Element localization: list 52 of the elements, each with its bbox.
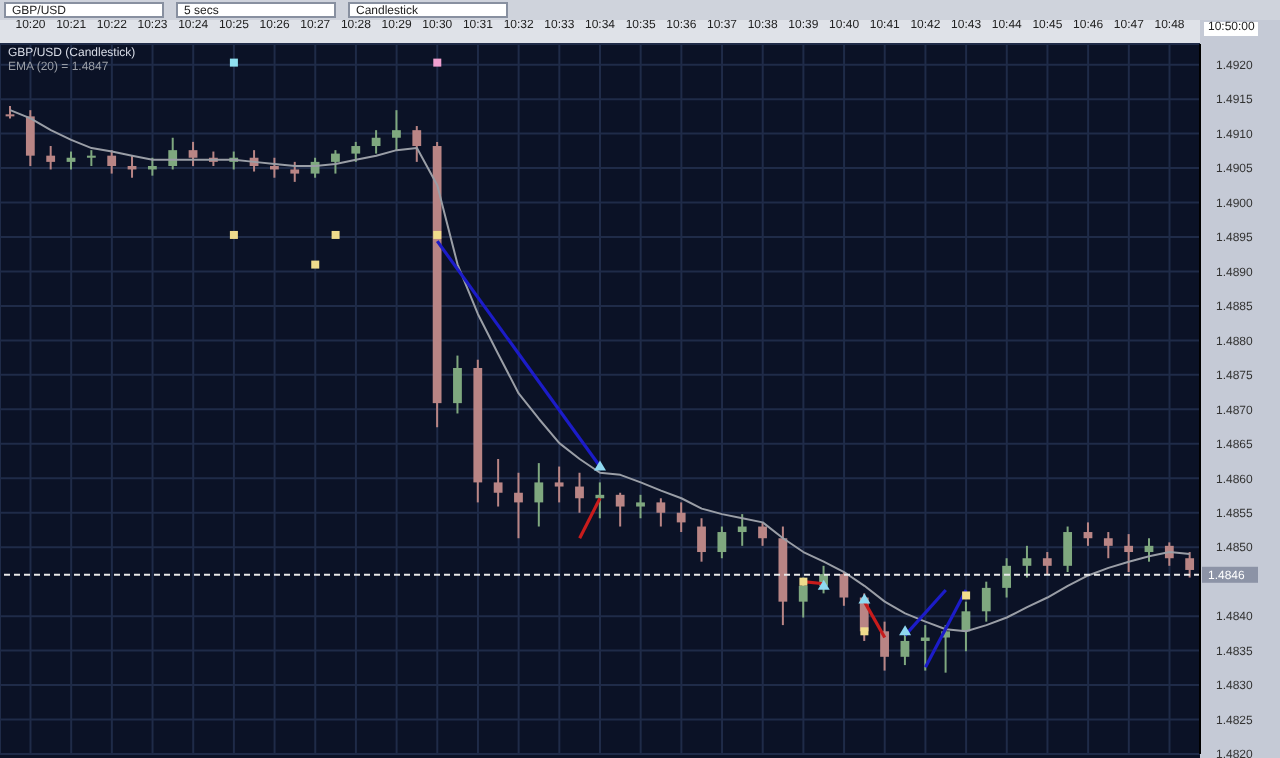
candlestick [615, 491, 625, 528]
point [817, 579, 830, 590]
candlestick [392, 109, 401, 152]
point [858, 593, 871, 604]
candlestick [534, 462, 544, 528]
point [899, 625, 912, 636]
point [594, 460, 606, 471]
candlestick [1185, 551, 1195, 579]
candlestick [1022, 544, 1032, 579]
point [229, 58, 238, 67]
candlestick [168, 136, 178, 171]
candlestick [290, 160, 300, 183]
candlestick [453, 354, 462, 415]
candlestick [554, 465, 564, 504]
point [229, 230, 238, 239]
candlestick [1002, 557, 1012, 599]
candlestick [1063, 525, 1073, 574]
point [799, 577, 808, 586]
candlestick [758, 521, 767, 547]
candlestick [1124, 533, 1134, 574]
candlestick [798, 576, 808, 619]
candlestick [25, 109, 35, 168]
point [331, 230, 340, 239]
candlestick [676, 501, 686, 534]
candlestick [1103, 531, 1113, 560]
candlestick [107, 149, 117, 175]
candlestick [1042, 551, 1052, 576]
candlestick [595, 481, 605, 520]
candlestick [575, 471, 584, 514]
point [311, 260, 320, 269]
candlestick [880, 620, 889, 672]
candlestick [270, 156, 279, 179]
candlestick [351, 140, 361, 163]
candlestick [981, 580, 991, 623]
candlestick [737, 513, 747, 547]
candlestick [412, 125, 422, 163]
candlestick [493, 457, 503, 508]
point [433, 58, 442, 67]
point [962, 591, 971, 600]
candlestick [188, 140, 198, 168]
point [860, 627, 869, 636]
candlestick [636, 493, 645, 520]
candlestick [697, 517, 706, 563]
candlestick [46, 145, 56, 171]
candlestick [717, 525, 727, 560]
candlestick [331, 149, 340, 175]
candlestick [839, 571, 849, 607]
point [433, 230, 442, 239]
candlestick [920, 624, 930, 672]
candlestick [656, 497, 666, 528]
candlestick [371, 129, 381, 155]
candlestick [514, 471, 523, 540]
